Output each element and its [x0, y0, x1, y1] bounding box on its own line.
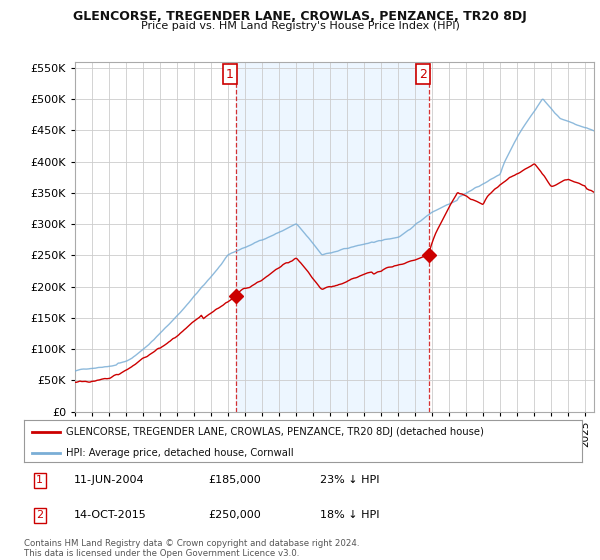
Text: 2: 2: [36, 510, 43, 520]
Text: 2: 2: [419, 68, 427, 81]
Bar: [236, 62, 429, 412]
Text: 11-JUN-2004: 11-JUN-2004: [74, 475, 145, 485]
Text: HPI: Average price, detached house, Cornwall: HPI: Average price, detached house, Corn…: [66, 448, 293, 458]
Text: Contains HM Land Registry data © Crown copyright and database right 2024.
This d: Contains HM Land Registry data © Crown c…: [24, 539, 359, 558]
Text: 14-OCT-2015: 14-OCT-2015: [74, 510, 147, 520]
Text: 1: 1: [36, 475, 43, 485]
Text: GLENCORSE, TREGENDER LANE, CROWLAS, PENZANCE, TR20 8DJ: GLENCORSE, TREGENDER LANE, CROWLAS, PENZ…: [73, 10, 527, 22]
Text: GLENCORSE, TREGENDER LANE, CROWLAS, PENZANCE, TR20 8DJ (detached house): GLENCORSE, TREGENDER LANE, CROWLAS, PENZ…: [66, 427, 484, 437]
Text: 1: 1: [226, 68, 234, 81]
Text: £250,000: £250,000: [208, 510, 261, 520]
Text: 23% ↓ HPI: 23% ↓ HPI: [320, 475, 379, 485]
Text: 18% ↓ HPI: 18% ↓ HPI: [320, 510, 379, 520]
Text: £185,000: £185,000: [208, 475, 261, 485]
Text: Price paid vs. HM Land Registry's House Price Index (HPI): Price paid vs. HM Land Registry's House …: [140, 21, 460, 31]
